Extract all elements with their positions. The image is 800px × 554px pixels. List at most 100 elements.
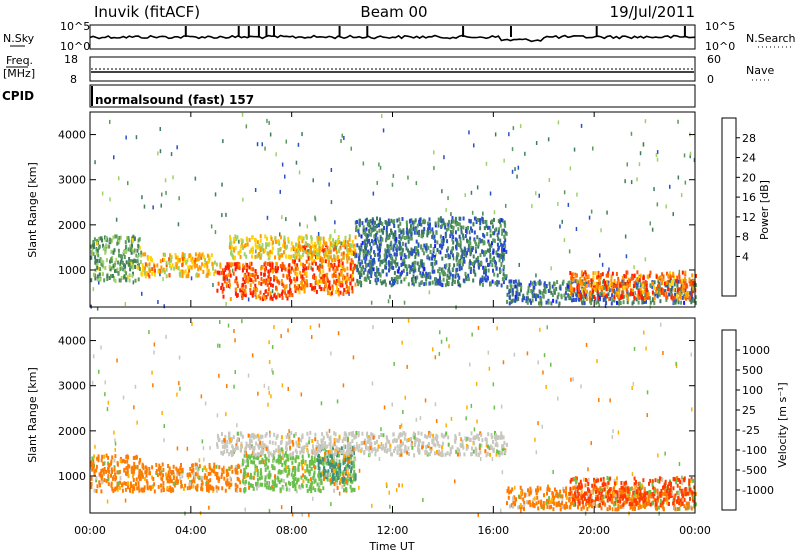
echo-cell: [228, 466, 231, 471]
scatter-cell: [520, 495, 523, 500]
echo-cell: [158, 268, 161, 273]
echo-cell: [349, 484, 352, 489]
echo-cell: [167, 471, 170, 476]
echo-cell: [363, 239, 366, 244]
echo-cell: [337, 288, 340, 292]
echo-cell: [301, 463, 304, 467]
echo-cell: [564, 291, 567, 296]
echo-cell: [305, 259, 308, 264]
echo-cell: [462, 445, 465, 450]
echo-cell: [441, 270, 444, 275]
echo-cell: [520, 282, 522, 287]
scatter-cell: [348, 291, 350, 296]
echo-cell: [189, 481, 192, 486]
scatter-cell: [677, 175, 680, 180]
echo-cell: [359, 250, 361, 255]
echo-cell: [657, 279, 660, 284]
echo-cell: [631, 288, 634, 293]
echo-cell: [664, 281, 666, 286]
echo-cell: [172, 470, 175, 474]
echo-cell: [296, 266, 299, 271]
scatter-cell: [450, 212, 452, 217]
echo-cell: [192, 478, 195, 483]
echo-cell: [336, 486, 339, 490]
echo-cell: [203, 475, 206, 480]
echo-cell: [379, 244, 382, 249]
echo-cell: [133, 483, 136, 488]
echo-cell: [95, 251, 98, 256]
echo-cell: [259, 440, 262, 445]
echo-cell: [668, 282, 671, 287]
echo-cell: [332, 254, 335, 259]
echo-cell: [90, 278, 93, 283]
echo-cell: [310, 283, 313, 288]
scatter-cell: [291, 512, 294, 517]
echo-cell: [253, 446, 256, 450]
echo-cell: [112, 235, 115, 240]
echo-cell: [370, 266, 373, 271]
echo-cell: [351, 285, 354, 290]
echo-cell: [280, 455, 283, 460]
scatter-cell: [342, 383, 345, 388]
echo-cell: [648, 273, 651, 278]
echo-cell: [689, 291, 692, 296]
scatter-cell: [151, 370, 153, 375]
scatter-cell: [225, 212, 227, 217]
echo-cell: [342, 473, 345, 478]
scatter-cell: [402, 410, 404, 414]
echo-cell: [520, 288, 522, 293]
echo-cell: [470, 245, 473, 250]
echo-cell: [637, 280, 640, 285]
echo-cell: [385, 225, 388, 230]
echo-cell: [397, 224, 400, 229]
echo-cell: [100, 468, 103, 473]
echo-cell: [338, 480, 341, 485]
echo-cell: [230, 249, 233, 254]
echo-cell: [389, 280, 391, 285]
echo-cell: [653, 301, 656, 306]
scatter-cell: [465, 416, 467, 421]
echo-cell: [626, 300, 629, 305]
echo-cell: [301, 435, 304, 440]
echo-cell: [317, 463, 320, 468]
echo-cell: [431, 265, 434, 270]
echo-cell: [402, 231, 405, 236]
echo-cell: [380, 433, 383, 437]
echo-cell: [377, 277, 380, 282]
scatter-cell: [241, 319, 243, 324]
echo-cell: [302, 473, 305, 478]
echo-cell: [112, 250, 115, 255]
echo-cell: [350, 477, 352, 482]
echo-cell: [303, 289, 306, 294]
echo-cell: [618, 297, 621, 302]
echo-cell: [313, 259, 316, 264]
echo-cell: [420, 280, 423, 285]
echo-cell: [318, 267, 320, 272]
echo-cell: [279, 453, 282, 458]
echo-cell: [254, 254, 257, 259]
echo-cell: [627, 292, 630, 297]
echo-cell: [417, 448, 419, 453]
echo-cell: [477, 433, 480, 438]
echo-cell: [417, 251, 420, 256]
echo-cell: [447, 281, 450, 286]
echo-cell: [400, 443, 403, 448]
scatter-cell: [415, 181, 418, 186]
echo-cell: [414, 279, 417, 284]
echo-cell: [498, 227, 501, 232]
echo-cell: [291, 440, 294, 444]
echo-cell: [237, 437, 240, 442]
echo-cell: [369, 266, 372, 271]
echo-cell: [181, 255, 184, 260]
echo-cell: [132, 471, 135, 476]
scatter-cell: [387, 299, 390, 304]
scatter-cell: [350, 146, 352, 151]
echo-cell: [327, 469, 330, 474]
echo-cell: [237, 463, 240, 468]
echo-cell: [395, 277, 398, 281]
echo-cell: [353, 477, 355, 482]
echo-cell: [401, 241, 404, 246]
echo-cell: [616, 300, 618, 305]
echo-cell: [122, 263, 125, 267]
echo-cell: [174, 253, 177, 257]
